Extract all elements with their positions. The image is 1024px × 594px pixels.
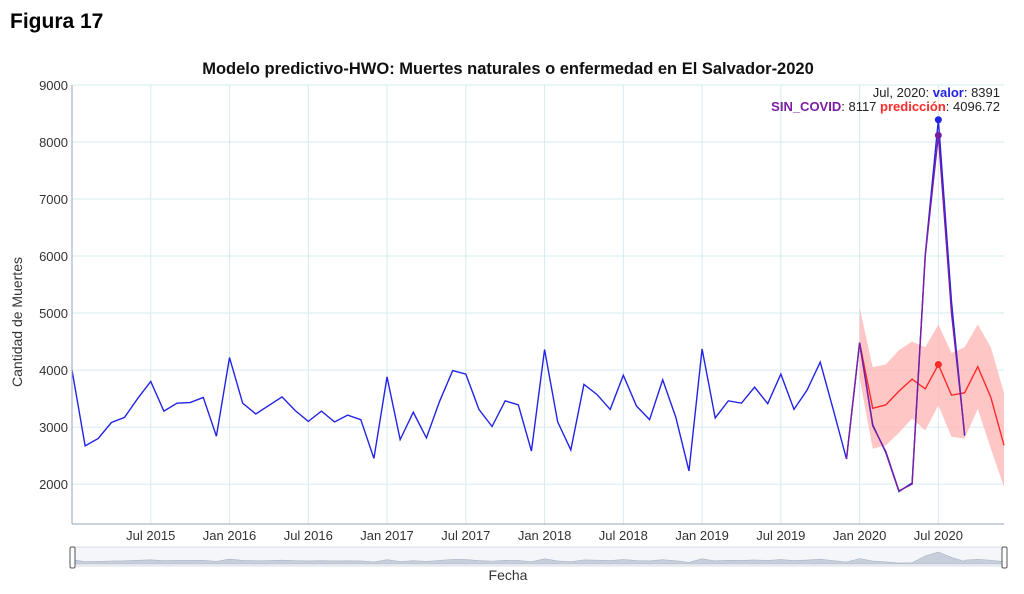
range-slider[interactable] — [69, 546, 1008, 569]
tooltip-pred-value: : 4096.72 — [946, 99, 1000, 114]
marker-prediccion — [934, 361, 942, 369]
x-tick-label: Jul 2017 — [441, 528, 490, 543]
tooltip-sin-value: : 8117 — [841, 99, 880, 114]
x-tick-label: Jan 2020 — [833, 528, 887, 543]
range-slider-mini-series — [71, 551, 1005, 565]
tooltip-date: Jul, 2020: — [873, 85, 933, 100]
y-tick-label: 7000 — [39, 192, 68, 207]
y-tick-label: 5000 — [39, 306, 68, 321]
marker-valor — [934, 116, 942, 124]
series-line-valor — [71, 119, 966, 493]
x-tick-label: Jan 2019 — [675, 528, 729, 543]
series-line-prediccin — [858, 342, 1005, 446]
tooltip-valor-value: : 8391 — [964, 85, 1000, 100]
x-tick-label: Jan 2017 — [360, 528, 414, 543]
range-slider-right-handle[interactable] — [1001, 546, 1008, 569]
axes: 2000 3000 4000 5000 6000 7000 8000 9000 Jul 2015… — [39, 78, 1004, 543]
x-tick-label: Jul 2018 — [599, 528, 648, 543]
x-tick-label: Jul 2016 — [284, 528, 333, 543]
marker-sin-covid — [934, 131, 942, 139]
y-tick-label: 4000 — [39, 363, 68, 378]
tooltip-pred-label: predicción — [880, 99, 946, 114]
y-tick-label: 3000 — [39, 420, 68, 435]
tooltip-valor-label: valor — [933, 85, 964, 100]
svg-text:SIN_COVID: 8117 predicción: 40: SIN_COVID: 8117 predicción: 4096.72 — [771, 99, 1000, 114]
x-axis-label: Fecha — [489, 567, 528, 583]
x-tick-label: Jul 2020 — [914, 528, 963, 543]
y-tick-label: 6000 — [39, 249, 68, 264]
range-slider-left-handle[interactable] — [69, 546, 76, 569]
x-tick-label: Jul 2015 — [126, 528, 175, 543]
series-line-sin_covid — [845, 135, 966, 492]
hover-tooltip: Jul, 2020: valor: 8391 SIN_COVID: 8117 p… — [771, 85, 1000, 114]
x-tick-label: Jan 2018 — [518, 528, 572, 543]
x-tick-label: Jul 2019 — [756, 528, 805, 543]
figure-label: Figura 17 — [10, 10, 104, 33]
y-tick-label: 2000 — [39, 477, 68, 492]
chart-title: Modelo predictivo-HWO: Muertes naturales… — [202, 60, 814, 78]
y-tick-label: 9000 — [39, 78, 68, 93]
prediction-band — [859, 307, 1004, 487]
y-tick-label: 8000 — [39, 135, 68, 150]
x-tick-label: Jan 2016 — [203, 528, 257, 543]
tooltip-sin-label: SIN_COVID — [771, 99, 841, 114]
series-lines — [71, 116, 1005, 493]
svg-text:Jul, 2020: valor: 8391: Jul, 2020: valor: 8391 — [873, 85, 1000, 100]
grid — [72, 84, 1004, 524]
y-axis-label: Cantidad de Muertes — [9, 257, 25, 387]
prediction-interval-band — [859, 307, 1004, 487]
